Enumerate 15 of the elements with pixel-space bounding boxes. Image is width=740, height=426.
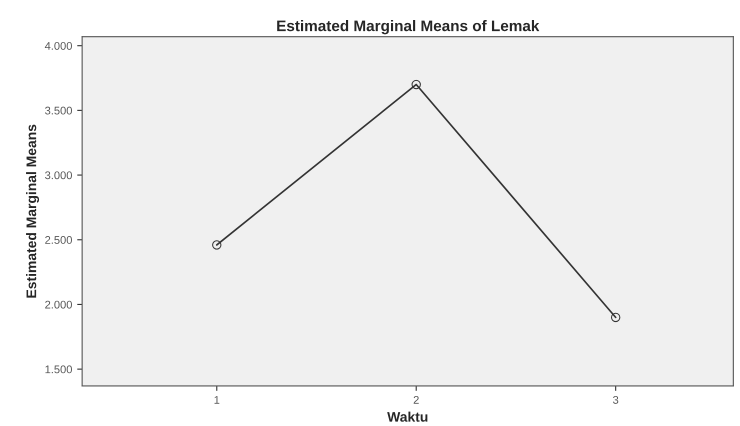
point: [610, 312, 620, 322]
x-axis-title: Waktu: [387, 412, 428, 422]
y-tick-label: 1.500: [45, 365, 72, 374]
y-tick-label: 2.000: [45, 300, 72, 309]
x-tick-label: 3: [613, 396, 618, 404]
y-tick-label: 3.000: [45, 171, 72, 180]
x-tick-label: 1: [214, 396, 220, 404]
y-tick-label: 4.000: [44, 42, 72, 50]
y-axis-title: Estimated Marginal Means: [26, 124, 40, 298]
point: [412, 80, 421, 90]
y-tick-label: 3.500: [45, 106, 72, 115]
x-tick-label: 2: [414, 396, 419, 404]
point: [212, 240, 222, 250]
chart-title: Estimated Marginal Means of Lemak: [277, 20, 540, 34]
y-tick-label: 2.500: [45, 236, 72, 244]
